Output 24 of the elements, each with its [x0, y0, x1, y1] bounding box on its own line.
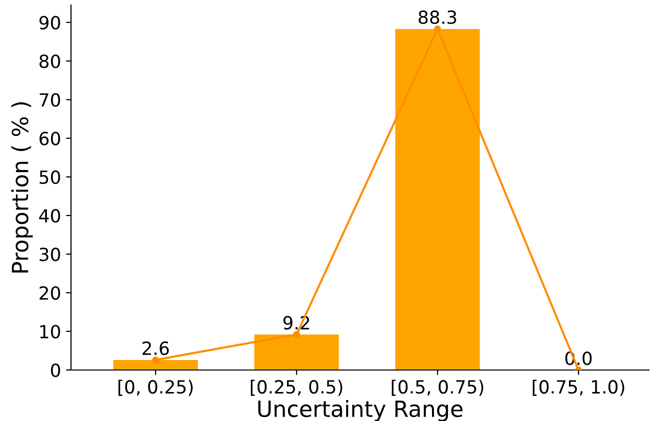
- y-tick-label: 90: [39, 16, 60, 30]
- data-label: 88.3: [418, 10, 456, 24]
- data-label: 2.6: [142, 341, 169, 356]
- y-tick-label: 80: [40, 54, 60, 68]
- y-tick-label: 40: [39, 208, 60, 223]
- point: [293, 330, 300, 338]
- y-tick-label: 10: [40, 324, 60, 338]
- point: [434, 25, 442, 32]
- y-tick-label: 50: [40, 170, 60, 184]
- y-tick-label: 0: [50, 363, 60, 378]
- y-tick-label: 30: [40, 248, 60, 262]
- x-tick-label: [0.75, 1.0): [532, 380, 624, 396]
- y-tick-label: 20: [40, 286, 60, 300]
- point: [152, 356, 160, 364]
- y-tick-label: 60: [40, 132, 60, 146]
- x-tick-label: [0, 0.25): [118, 380, 193, 396]
- x-tick-label: [0.25, 0.5): [250, 380, 342, 396]
- y-tick-label: 70: [40, 93, 60, 107]
- bar: [113, 360, 198, 370]
- x-tick-label: [0.5, 0.75): [392, 380, 484, 396]
- bar: [395, 28, 480, 370]
- bar: [254, 334, 339, 370]
- y-axis-title: Proportion ( % ): [11, 102, 33, 272]
- x-axis-title: Uncertainty Range: [258, 400, 462, 421]
